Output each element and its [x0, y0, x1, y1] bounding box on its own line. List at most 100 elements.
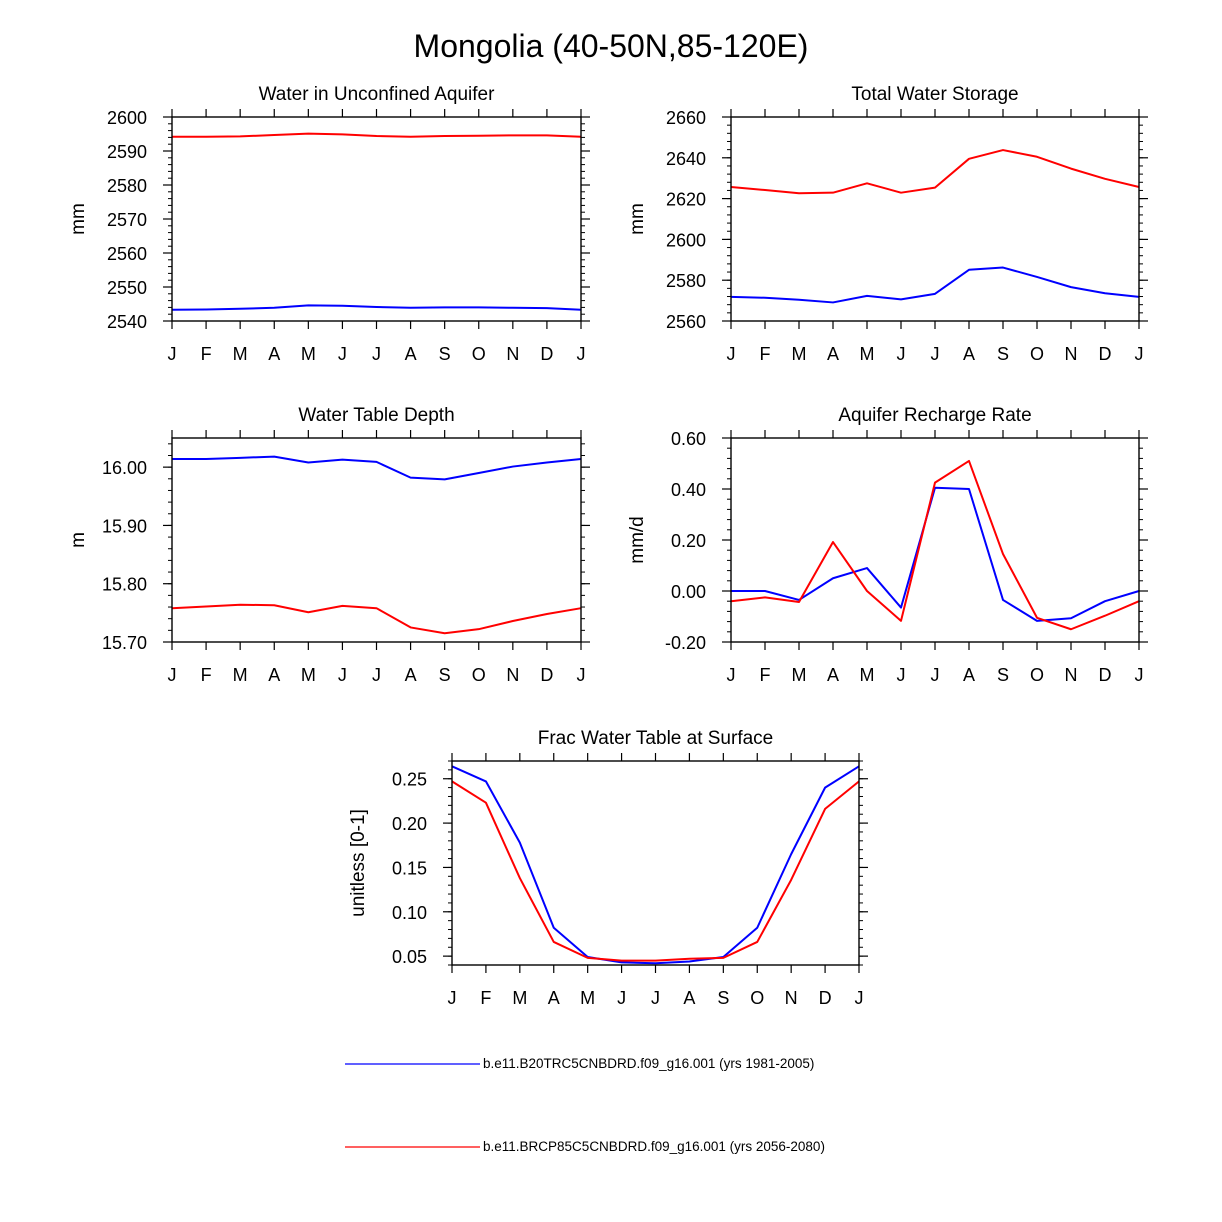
- x-tick-label: N: [506, 344, 519, 364]
- x-tick-label: D: [819, 988, 832, 1008]
- x-tick-label: J: [897, 665, 906, 685]
- y-tick-label: 2540: [107, 312, 147, 332]
- x-tick-label: F: [760, 665, 771, 685]
- series-line-hist: [172, 455, 582, 481]
- x-tick-label: A: [268, 344, 280, 364]
- x-tick-label: A: [405, 344, 417, 364]
- x-tick-label: A: [683, 988, 695, 1008]
- x-tick-label: N: [1065, 344, 1078, 364]
- y-tick-label: 0.60: [671, 429, 706, 449]
- panels: Water in Unconfined Aquifer mm 2540 2550 256…: [68, 84, 1148, 1008]
- panel-water-table-depth: Water Table Depth m 15.70 15.80 15.90 16.00 J F…: [68, 405, 590, 685]
- panel-frac-water-table: Frac Water Table at Surface unitless [0-1…: [348, 728, 868, 1008]
- x-tick-label: J: [577, 344, 586, 364]
- series-line-future: [730, 459, 1140, 631]
- panel-total-water-storage: Total Water Storage mm 2560 2580 2600 2620 264…: [627, 84, 1148, 364]
- x-tick-label: J: [931, 344, 940, 364]
- panel-title: Water in Unconfined Aquifer: [259, 84, 496, 105]
- x-tick-label: J: [448, 988, 457, 1008]
- series-line-hist: [451, 765, 860, 965]
- x-tick-label: S: [997, 665, 1009, 685]
- x-tick-label: A: [268, 665, 280, 685]
- x-tick-label: M: [860, 665, 875, 685]
- x-tick-label: S: [439, 665, 451, 685]
- x-tick-label: A: [548, 988, 560, 1008]
- x-tick-label: N: [785, 988, 798, 1008]
- panel-aquifer-water: Water in Unconfined Aquifer mm 2540 2550 256…: [68, 84, 590, 364]
- y-tick-label: 0.40: [671, 480, 706, 500]
- x-tick-label: J: [727, 344, 736, 364]
- series-line-hist: [730, 266, 1140, 304]
- plot-frame: [171, 437, 582, 643]
- legend-label-future: b.e11.BRCP85C5CNBDRD.f09_g16.001 (yrs 20…: [483, 1139, 825, 1154]
- y-tick-label: 0.00: [671, 582, 706, 602]
- x-tick-label: M: [301, 344, 316, 364]
- series-line-future: [171, 603, 582, 635]
- y-axis-label: mm/d: [627, 516, 648, 564]
- y-tick-label: 15.90: [102, 516, 147, 536]
- x-tick-label: J: [338, 344, 347, 364]
- plot-frame: [451, 760, 860, 966]
- x-tick-label: J: [577, 665, 586, 685]
- x-tick-label: J: [617, 988, 626, 1008]
- x-tick-label: S: [439, 344, 451, 364]
- legend-entry-hist: b.e11.B20TRC5CNBDRD.f09_g16.001 (yrs 198…: [345, 1056, 814, 1071]
- y-tick-label: 2590: [107, 142, 147, 162]
- x-tick-label: F: [201, 665, 212, 685]
- x-tick-label: J: [727, 665, 736, 685]
- x-tick-label: N: [1065, 665, 1078, 685]
- x-tick-label: J: [372, 665, 381, 685]
- y-tick-label: -0.20: [665, 633, 706, 653]
- x-tick-label: J: [651, 988, 660, 1008]
- x-tick-label: A: [827, 665, 839, 685]
- x-tick-label: J: [372, 344, 381, 364]
- panel-recharge-rate: Aquifer Recharge Rate mm/d -0.20 0.00 0.20 0.…: [627, 405, 1148, 685]
- x-tick-label: F: [760, 344, 771, 364]
- figure-title: Mongolia (40-50N,85-120E): [414, 28, 809, 64]
- panel-title: Water Table Depth: [298, 405, 454, 426]
- y-tick-label: 2560: [107, 244, 147, 264]
- y-axis-label: unitless [0-1]: [348, 809, 369, 917]
- y-tick-label: 2560: [666, 312, 706, 332]
- y-tick-label: 2620: [666, 190, 706, 210]
- x-tick-label: J: [168, 344, 177, 364]
- x-tick-label: M: [512, 988, 527, 1008]
- y-tick-label: 0.25: [392, 770, 427, 790]
- x-tick-label: M: [233, 665, 248, 685]
- x-tick-label: F: [480, 988, 491, 1008]
- y-tick-label: 2640: [666, 149, 706, 169]
- series-line-future: [451, 780, 860, 962]
- y-tick-label: 2600: [666, 230, 706, 250]
- y-tick-label: 0.15: [392, 858, 427, 878]
- x-tick-label: M: [792, 344, 807, 364]
- plot-frame: [171, 116, 582, 322]
- x-tick-label: A: [405, 665, 417, 685]
- y-tick-label: 2580: [666, 271, 706, 291]
- legend-label-hist: b.e11.B20TRC5CNBDRD.f09_g16.001 (yrs 198…: [483, 1056, 814, 1071]
- x-tick-label: M: [233, 344, 248, 364]
- panel-title: Aquifer Recharge Rate: [838, 405, 1031, 426]
- plot-frame: [730, 116, 1140, 322]
- x-tick-label: M: [301, 665, 316, 685]
- x-tick-label: M: [860, 344, 875, 364]
- panel-title: Total Water Storage: [851, 84, 1018, 105]
- x-tick-label: A: [827, 344, 839, 364]
- x-tick-label: O: [1030, 344, 1044, 364]
- y-tick-label: 0.20: [671, 531, 706, 551]
- x-tick-label: D: [1099, 344, 1112, 364]
- x-tick-label: J: [855, 988, 864, 1008]
- x-tick-label: D: [1099, 665, 1112, 685]
- x-tick-label: F: [201, 344, 212, 364]
- series-line-hist: [171, 304, 582, 311]
- x-tick-label: O: [1030, 665, 1044, 685]
- x-tick-label: S: [997, 344, 1009, 364]
- x-tick-label: J: [897, 344, 906, 364]
- x-tick-label: N: [506, 665, 519, 685]
- x-tick-label: J: [168, 665, 177, 685]
- y-tick-label: 0.05: [392, 947, 427, 967]
- series-line-future: [172, 132, 582, 138]
- x-tick-label: D: [540, 665, 553, 685]
- panel-title: Frac Water Table at Surface: [538, 728, 774, 749]
- x-tick-label: O: [750, 988, 764, 1008]
